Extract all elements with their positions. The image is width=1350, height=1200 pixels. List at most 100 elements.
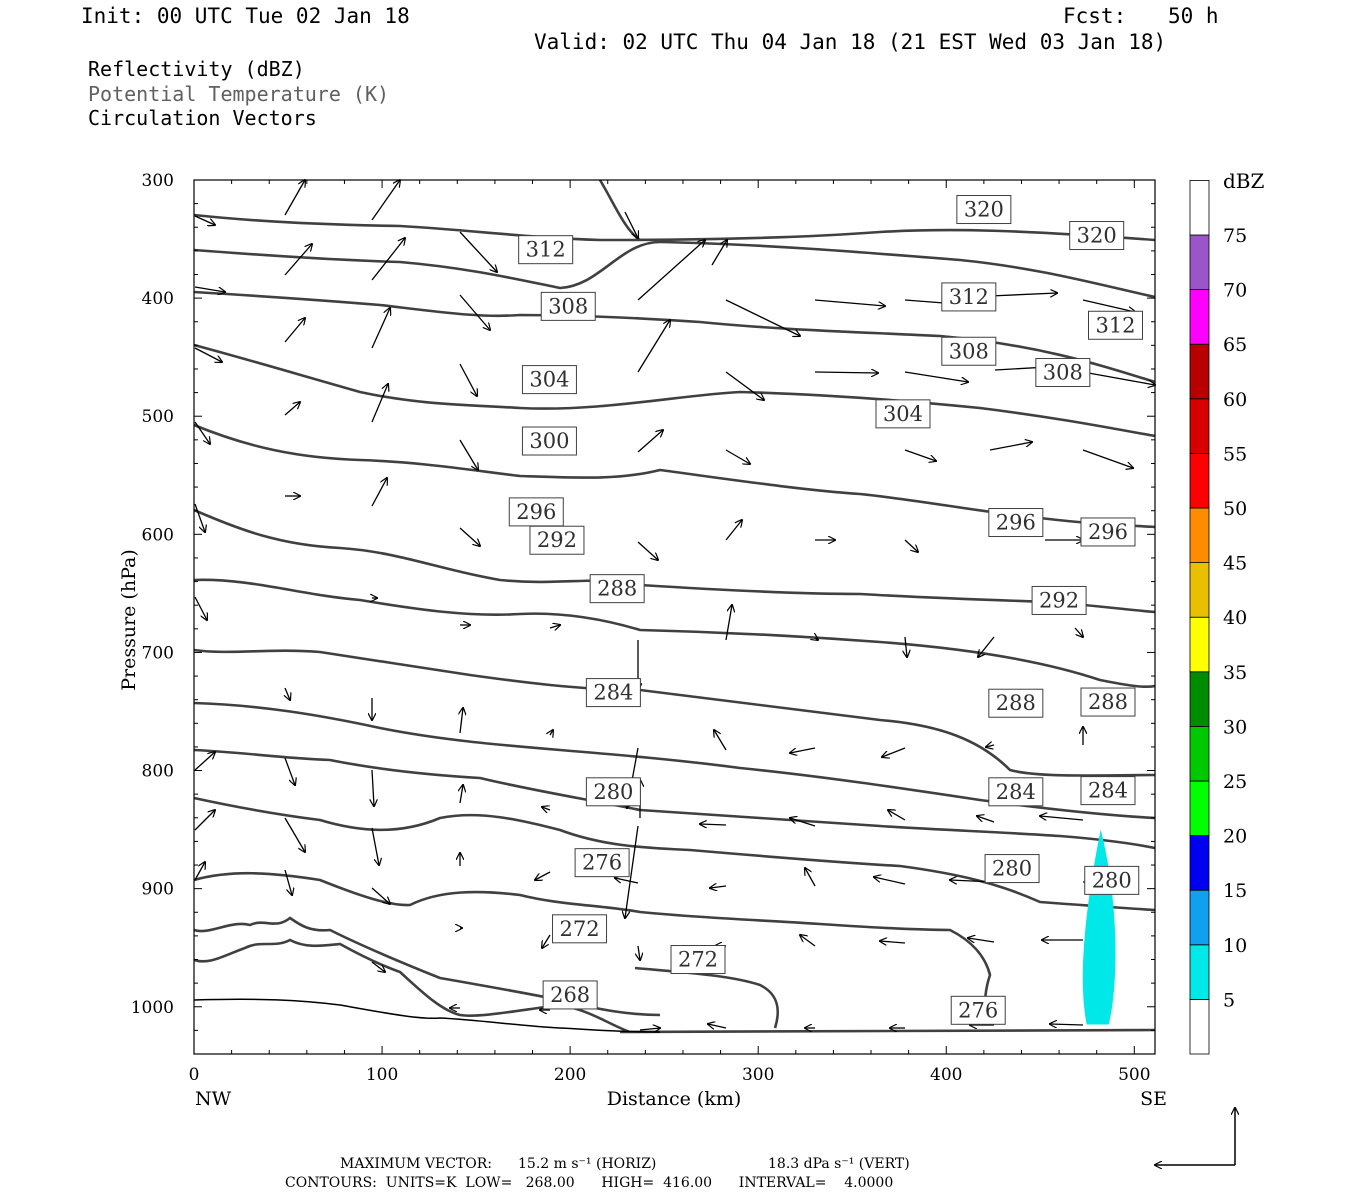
theta-contour: [634, 966, 780, 1029]
contour-label: 268: [550, 983, 590, 1007]
contour-label: 308: [1043, 361, 1083, 385]
theta-contour: [193, 796, 1156, 912]
contour-label-box: [950, 995, 1006, 1025]
contour-label-box: [1069, 221, 1125, 251]
contour-label: 288: [597, 577, 637, 601]
colorbar-segment: [1189, 289, 1210, 345]
contour-label-box: [1035, 358, 1091, 388]
contour-label-box: [875, 399, 931, 429]
y-tick-label: 300: [142, 171, 174, 191]
colorbar-segment: [1189, 835, 1210, 891]
circulation-vector: [1082, 371, 1155, 385]
circulation-vector: [1082, 449, 1133, 468]
circulation-vector: [986, 745, 995, 747]
legend-circulation-vectors: Circulation Vectors: [88, 106, 317, 130]
circulation-vector: [639, 1028, 660, 1030]
contour-label-box: [508, 497, 564, 527]
valid-time: Valid: 02 UTC Thu 04 Jan 18 (21 EST Wed …: [534, 30, 1167, 54]
colorbar-segment: [1189, 398, 1210, 454]
circulation-vector: [638, 945, 640, 960]
contour-label-box: [1088, 310, 1144, 340]
contour-label: 272: [559, 917, 599, 941]
y-tick-label: 1000: [131, 998, 174, 1018]
circulation-vector: [459, 294, 490, 330]
circulation-vector: [371, 180, 400, 221]
contour-label: 288: [1088, 690, 1128, 714]
contour-label: 292: [1039, 588, 1079, 612]
colorbar-level-label: 65: [1223, 334, 1247, 356]
contour-label-box: [988, 508, 1044, 538]
circulation-vector: [637, 430, 663, 453]
colorbar-segment: [1189, 889, 1210, 946]
contour-label: 312: [949, 285, 989, 309]
colorbar-level-label: 60: [1223, 389, 1247, 411]
circulation-vector: [814, 372, 878, 373]
contour-label-box: [1080, 776, 1136, 806]
reflectivity-area: [1082, 829, 1116, 1025]
circulation-vector: [905, 636, 907, 657]
colorbar-level-label: 55: [1223, 443, 1247, 465]
circulation-vector: [637, 320, 670, 373]
circulation-vector: [459, 527, 480, 546]
circulation-vector: [1050, 1024, 1084, 1025]
contour-labels: 320 320 312 312 312 308 308 308 304 304 300 296 296 2…: [508, 195, 1144, 1025]
theta-contour: [193, 343, 1156, 438]
circulation-vector: [904, 449, 936, 461]
circulation-vector: [711, 240, 727, 266]
contour-label: 312: [1095, 313, 1135, 337]
contour-label: 304: [883, 402, 923, 426]
colorbar-level-label: 75: [1223, 225, 1247, 247]
circulation-vector: [904, 539, 918, 552]
contour-label-box: [521, 426, 577, 456]
circulation-vector: [814, 299, 885, 306]
circulation-vector: [459, 363, 477, 396]
init-time: Init: 00 UTC Tue 02 Jan 18: [81, 4, 410, 28]
circulation-vector: [805, 868, 816, 887]
contour-info: CONTOURS: UNITS=K LOW= 268.00 HIGH= 416.…: [285, 1175, 894, 1191]
circulation-vector: [372, 769, 374, 806]
y-tick-label: 500: [142, 407, 174, 427]
circulation-vector: [968, 938, 995, 942]
circulation-vector: [371, 478, 387, 507]
colorbar-level-label: 50: [1223, 498, 1247, 520]
contour-label: 272: [678, 948, 718, 972]
forecast-hour: 50 h: [1168, 4, 1219, 28]
contour-label-box: [988, 688, 1044, 718]
y-tick-label: 400: [142, 289, 174, 309]
contour-label-box: [529, 525, 585, 555]
circulation-vector: [284, 180, 305, 216]
contour-label-box: [521, 365, 577, 395]
circulation-vector: [535, 871, 551, 880]
circulation-vector: [637, 541, 658, 560]
contour-label-box: [1084, 865, 1140, 895]
reference-vector: [1155, 1108, 1235, 1165]
colorbar-segment: [1189, 726, 1210, 782]
colorbar-segment: [1189, 616, 1210, 673]
contour-label-box: [956, 195, 1012, 225]
circulation-vector: [978, 636, 995, 657]
reflectivity-5-10dbz: [1082, 829, 1116, 1025]
theta-contour: [193, 648, 1156, 777]
contour-label: 276: [582, 851, 622, 875]
circulation-vector: [371, 384, 388, 423]
circulation-vector: [800, 935, 816, 947]
circulation-vector: [989, 293, 1057, 296]
circulation-vector: [880, 941, 906, 943]
theta-contour: [193, 578, 1156, 689]
theta-contours: [193, 179, 1156, 1034]
colorbar-segment: [1189, 780, 1210, 836]
circulation-vector: [284, 318, 305, 343]
contour-label: 284: [593, 681, 633, 705]
circulation-vector: [194, 421, 210, 444]
contour-label: 320: [1077, 224, 1117, 248]
circulation-vector: [700, 824, 727, 825]
circulation-vector: [625, 825, 639, 918]
contour-label: 308: [949, 339, 989, 363]
circulation-vector: [725, 605, 732, 641]
colorbar-level-label: 5: [1223, 989, 1235, 1011]
circulation-vector: [194, 862, 205, 881]
colorbar-title: dBZ: [1223, 169, 1265, 193]
colorbar-level-label: 35: [1223, 662, 1247, 684]
circulation-vector: [615, 878, 639, 884]
circulation-vector: [1082, 299, 1135, 312]
